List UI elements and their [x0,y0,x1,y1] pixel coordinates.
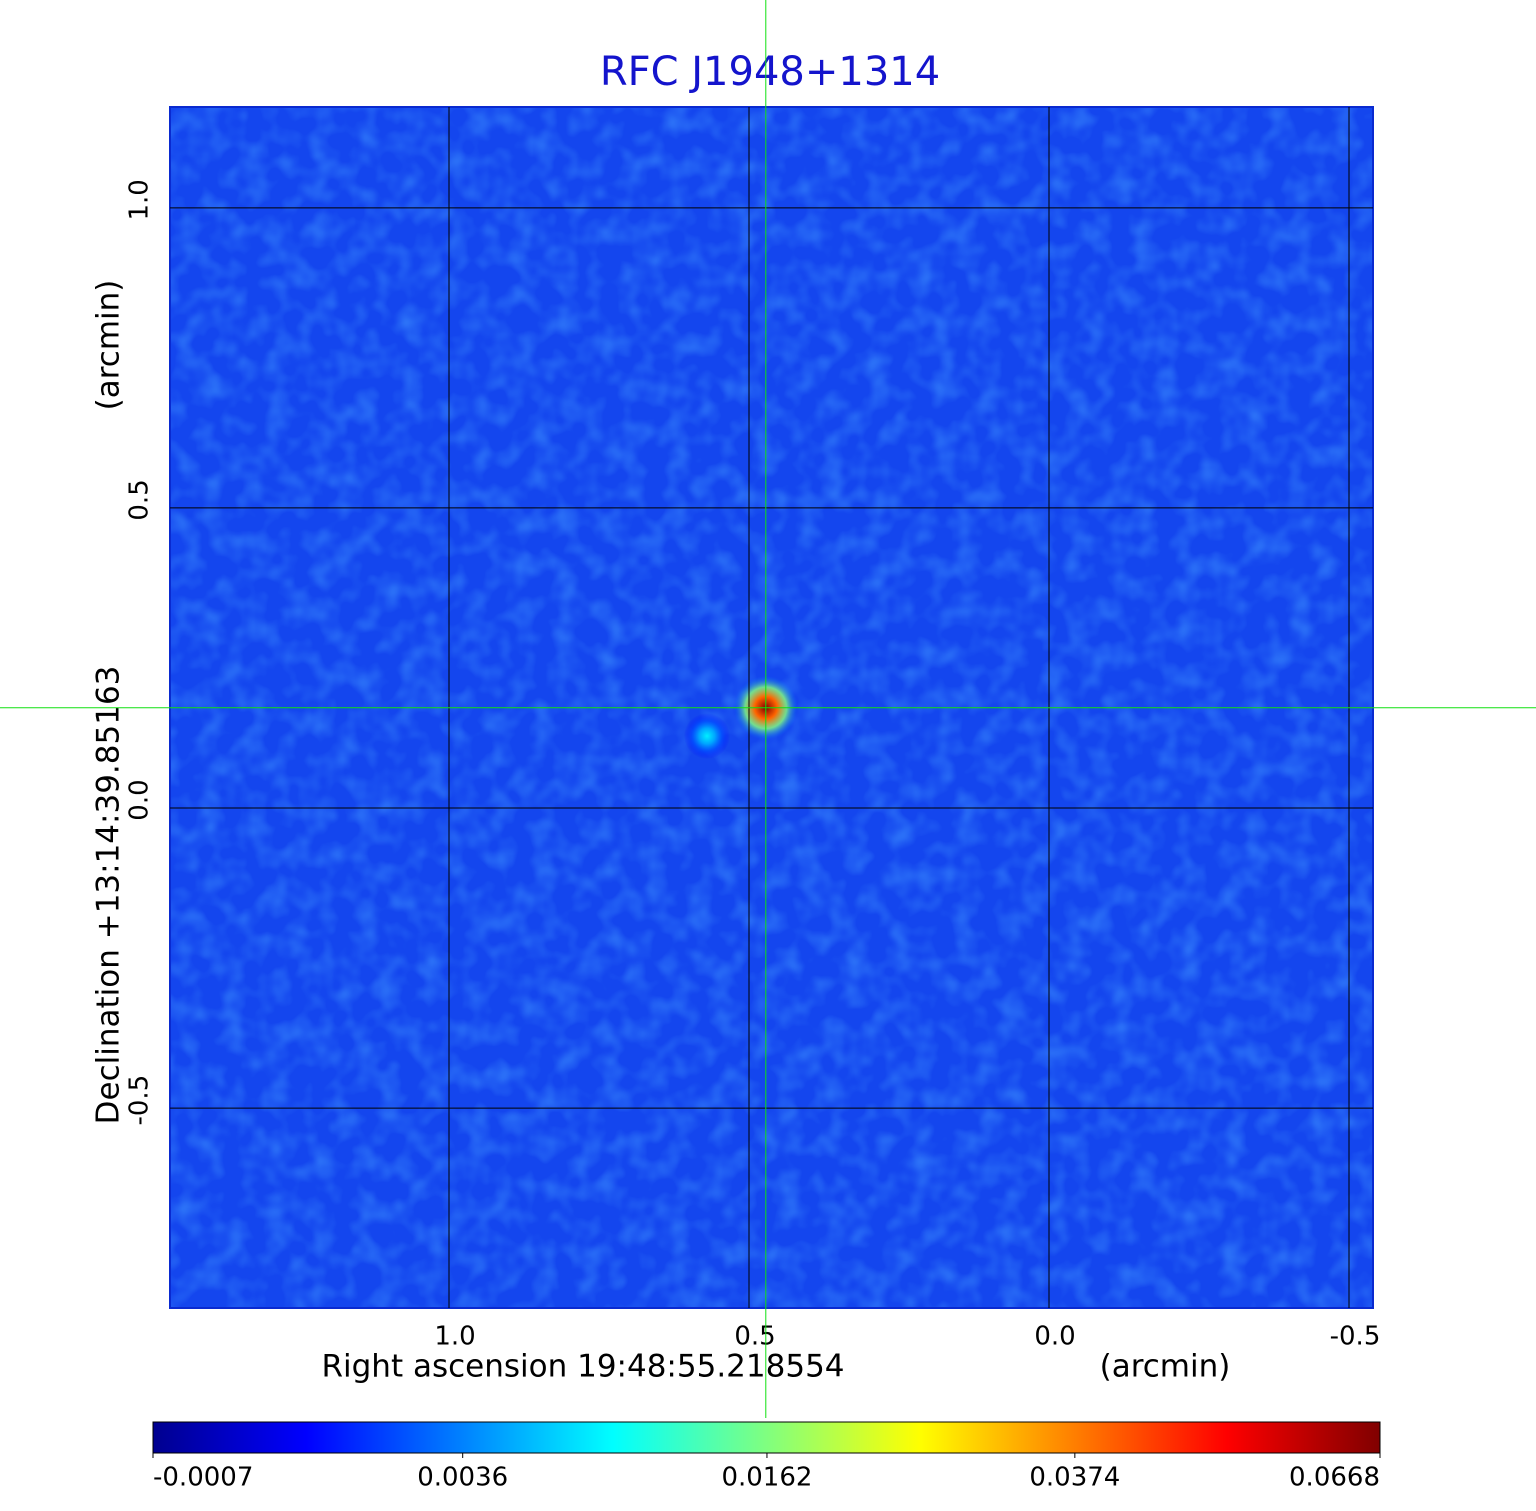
x-tick-label: 0.0 [1034,1322,1075,1352]
colorbar-tick-label: -0.0007 [153,1463,253,1493]
y-tick-label: 0.0 [125,779,155,820]
source [683,712,731,760]
x-axis-unit: (arcmin) [1100,1349,1231,1385]
x-tick-label: 1.0 [434,1322,475,1352]
x-tick-label: -0.5 [1330,1322,1381,1352]
y-tick-label: -0.5 [125,1075,155,1126]
y-tick-label: 1.0 [125,179,155,220]
plot-layer: 1.0 0.5 0.0 -0.5 1.0 0.5 0.0 -0.5 [125,107,1381,1352]
y-axis-unit: (arcmin) [91,280,127,411]
y-axis-label: Declination +13:14:39.85163 [91,666,127,1125]
y-tick-label: 0.5 [125,479,155,520]
colorbar [152,1421,1381,1454]
x-tick-label: 0.5 [734,1322,775,1352]
colorbar-tick-label: 0.0162 [721,1463,812,1493]
x-axis-label: Right ascension 19:48:55.218554 [321,1349,844,1385]
colorbar-tick-label: 0.0668 [1289,1463,1380,1493]
chart-title: RFC J1948+1314 [600,49,940,95]
colorbar-tick-label: 0.0374 [1029,1463,1120,1493]
colorbar-tick-label: 0.0036 [417,1463,508,1493]
